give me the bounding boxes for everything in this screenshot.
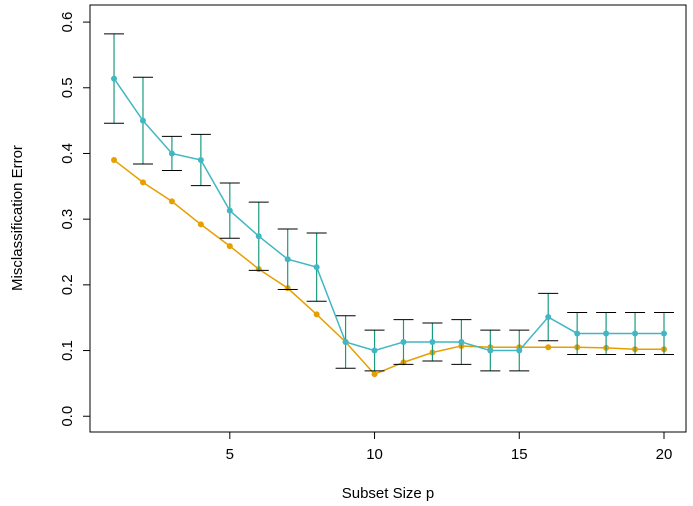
y-tick-label: 0.6 — [59, 12, 76, 33]
data-point — [400, 339, 407, 346]
x-axis-label: Subset Size p — [342, 485, 435, 502]
y-axis-label: Misclassification Error — [9, 145, 26, 291]
data-point — [255, 233, 262, 240]
data-point — [111, 75, 118, 82]
x-tick-label: 5 — [226, 446, 234, 463]
data-point — [284, 256, 291, 263]
data-point — [168, 150, 175, 157]
data-point — [139, 117, 146, 124]
y-tick-label: 0.4 — [59, 143, 76, 164]
data-point — [603, 330, 610, 337]
data-point — [226, 243, 233, 250]
series-line — [113, 159, 665, 376]
series-line — [113, 78, 665, 352]
data-point — [371, 371, 378, 378]
data-point — [545, 344, 552, 351]
data-point — [516, 347, 523, 354]
data-point — [342, 339, 349, 346]
x-tick-label: 15 — [511, 446, 528, 463]
x-tick-label: 10 — [366, 446, 383, 463]
data-point — [197, 221, 204, 228]
data-point — [487, 347, 494, 354]
data-point — [313, 311, 320, 318]
data-point — [371, 347, 378, 354]
y-tick-label: 0.2 — [59, 274, 76, 295]
data-point — [197, 157, 204, 164]
x-tick-label: 20 — [656, 446, 673, 463]
data-point — [458, 339, 465, 346]
y-tick-label: 0.3 — [59, 209, 76, 230]
data-point — [574, 330, 581, 337]
y-tick-label: 0.0 — [59, 406, 76, 427]
y-tick-label: 0.5 — [59, 77, 76, 98]
data-point — [111, 157, 118, 164]
plot-frame — [89, 4, 687, 433]
data-point — [429, 339, 436, 346]
data-point — [545, 314, 552, 321]
data-point — [139, 179, 146, 186]
data-point — [226, 207, 233, 214]
data-point — [632, 330, 639, 337]
data-point — [313, 264, 320, 271]
y-tick-label: 0.1 — [59, 340, 76, 361]
data-point — [661, 330, 668, 337]
data-point — [168, 198, 175, 205]
